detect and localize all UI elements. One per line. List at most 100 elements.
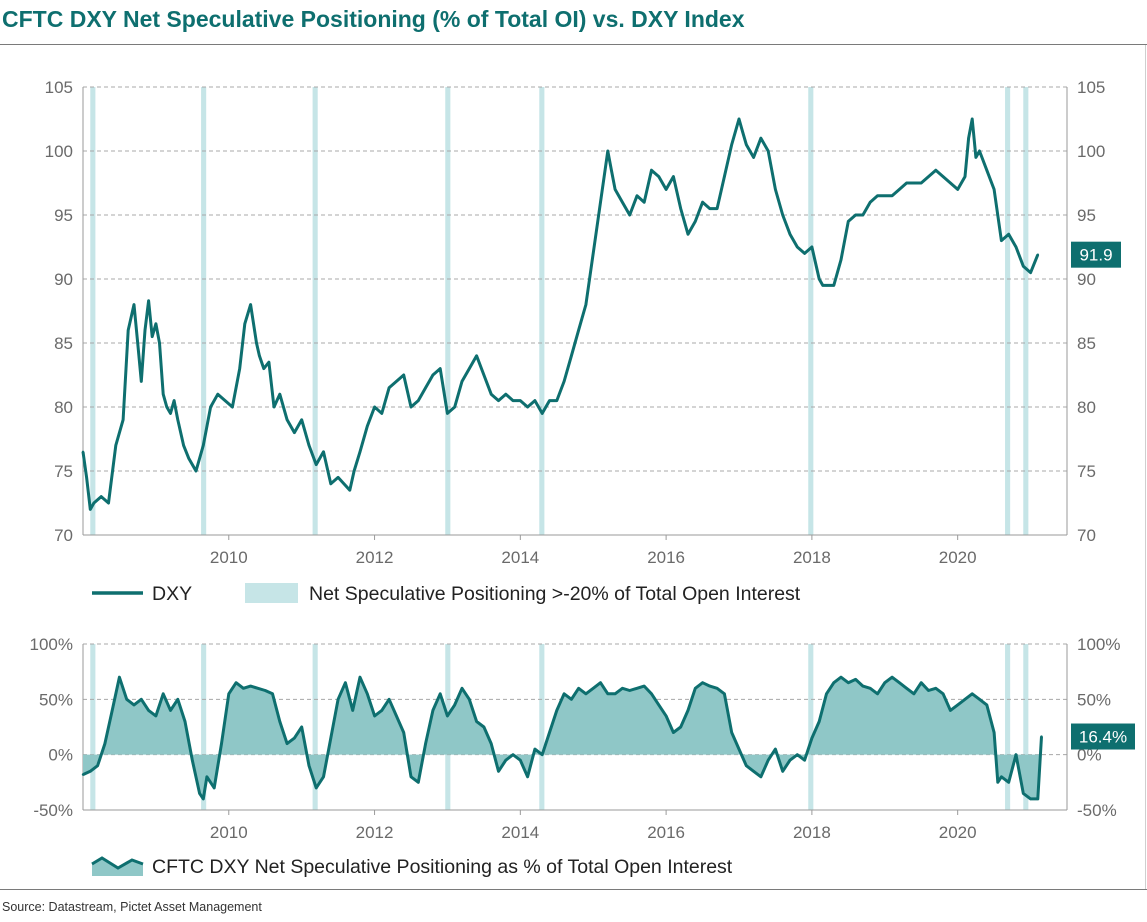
- positioning-data-point: [996, 781, 999, 784]
- dxy-data-point: [694, 220, 697, 223]
- positioning-data-point: [992, 731, 996, 734]
- positioning-data-point: [110, 709, 114, 712]
- dxy-data-point: [788, 233, 792, 236]
- positioning-last-value-label: 16.4%: [1079, 728, 1127, 747]
- dxy-data-point: [223, 399, 227, 402]
- positioning-y-tick-left: 50%: [39, 690, 73, 709]
- positioning-data-point: [161, 692, 165, 695]
- dxy-data-point: [497, 399, 500, 402]
- positioning-data-point: [912, 692, 916, 695]
- positioning-y-tick-right: 100%: [1077, 635, 1120, 654]
- dxy-data-point: [114, 444, 118, 447]
- dxy-data-point: [606, 149, 609, 153]
- dxy-data-point: [912, 181, 916, 185]
- positioning-data-point: [118, 676, 121, 679]
- dxy-x-tick-label: 2020: [939, 548, 977, 567]
- positioning-data-point: [883, 681, 886, 684]
- positioning-highlight-band: [1023, 644, 1029, 810]
- dxy-data-point: [194, 469, 198, 473]
- positioning-data-point: [446, 714, 449, 718]
- positioning-area-fill: [83, 677, 1042, 799]
- positioning-data-point: [759, 775, 763, 778]
- dxy-data-point: [854, 213, 857, 217]
- dxy-data-point: [249, 303, 252, 306]
- positioning-data-point: [562, 692, 566, 695]
- positioning-data-point: [191, 759, 194, 762]
- positioning-data-point: [606, 692, 609, 695]
- positioning-data-point: [1036, 797, 1040, 801]
- positioning-data-point: [409, 775, 413, 778]
- dxy-data-point: [974, 156, 978, 159]
- positioning-data-point: [810, 736, 814, 740]
- positioning-y-tick-right: 50%: [1077, 690, 1111, 709]
- positioning-data-point: [322, 775, 325, 778]
- positioning-data-point: [628, 689, 631, 692]
- dxy-data-point: [628, 213, 631, 217]
- dxy-data-point: [380, 412, 384, 415]
- dxy-data-point: [424, 386, 427, 389]
- dxy-data-point: [243, 322, 247, 325]
- dxy-y-tick-right: 70: [1077, 526, 1096, 545]
- dxy-data-point: [832, 284, 835, 287]
- dxy-data-point: [745, 143, 748, 146]
- dxy-data-point: [107, 501, 110, 505]
- dxy-data-point: [708, 207, 712, 210]
- positioning-data-point: [825, 692, 828, 695]
- dxy-y-tick-right: 85: [1077, 334, 1096, 353]
- dxy-data-point: [278, 393, 281, 396]
- positioning-data-point: [1029, 797, 1032, 801]
- positioning-data-point: [307, 764, 311, 767]
- dxy-data-point: [1014, 245, 1018, 249]
- dxy-data-point: [883, 194, 886, 197]
- positioning-data-point: [847, 681, 850, 684]
- dxy-data-point: [992, 188, 996, 191]
- positioning-y-tick-left: -50%: [33, 801, 73, 820]
- dxy-data-point: [562, 380, 566, 383]
- positioning-data-point: [592, 687, 595, 690]
- dxy-x-tick-label: 2010: [210, 548, 248, 567]
- positioning-data-point: [898, 681, 901, 684]
- dxy-data-point: [438, 367, 442, 370]
- dxy-data-point: [577, 329, 580, 332]
- positioning-data-point: [701, 681, 704, 684]
- positioning-data-point: [570, 698, 573, 701]
- dxy-data-point: [934, 169, 937, 172]
- positioning-data-point: [169, 709, 172, 712]
- dxy-data-point: [154, 322, 158, 325]
- positioning-data-point: [213, 786, 216, 790]
- dxy-data-point: [300, 418, 303, 421]
- positioning-y-tick-left: 0%: [48, 746, 73, 765]
- positioning-data-point: [934, 687, 937, 690]
- positioning-data-point: [905, 687, 908, 690]
- positioning-data-point: [202, 797, 205, 801]
- positioning-data-point: [271, 692, 274, 695]
- positioning-data-point: [796, 753, 799, 756]
- positioning-data-point: [781, 770, 784, 773]
- positioning-data-point: [205, 775, 209, 778]
- positioning-data-point: [468, 698, 471, 701]
- dxy-highlight-band: [808, 87, 814, 535]
- legend-area-label: CFTC DXY Net Speculative Positioning as …: [152, 856, 733, 878]
- positioning-data-point: [351, 709, 354, 712]
- dxy-data-point: [978, 149, 981, 153]
- positioning-data-point: [890, 676, 894, 679]
- dxy-data-point: [258, 354, 261, 357]
- positioning-data-point: [788, 759, 792, 762]
- positioning-data-point: [715, 687, 719, 690]
- positioning-data-point: [380, 709, 384, 712]
- positioning-data-point: [686, 709, 690, 712]
- positioning-data-point: [460, 687, 464, 690]
- positioning-data-point: [96, 764, 99, 767]
- positioning-data-point: [1000, 775, 1003, 778]
- dxy-data-point: [821, 284, 825, 287]
- dxy-data-point: [949, 181, 952, 185]
- dxy-data-point: [541, 412, 544, 415]
- positioning-data-point: [1022, 792, 1025, 795]
- dxy-data-point: [231, 405, 234, 409]
- positioning-data-point: [854, 678, 857, 681]
- title-divider: [0, 44, 1147, 45]
- dxy-data-point: [715, 207, 719, 210]
- positioning-data-point: [504, 759, 507, 762]
- positioning-data-point: [344, 681, 347, 684]
- dxy-series-line: [81, 117, 1040, 511]
